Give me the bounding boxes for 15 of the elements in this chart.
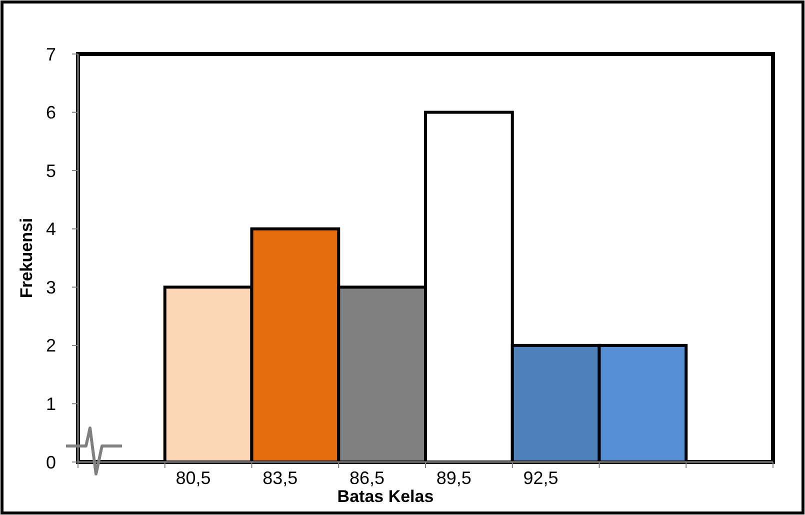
y-tick-label: 7 [46,44,56,64]
x-tick-label: 80,5 [176,468,211,488]
x-axis-title: Batas Kelas [337,487,434,506]
y-tick-label: 0 [46,452,56,472]
y-tick-label: 2 [46,336,56,356]
y-tick-label: 3 [46,277,56,298]
y-tick-label: 5 [46,160,56,181]
x-tick-label: 83,5 [262,468,298,488]
y-tick-label: 6 [46,102,56,123]
x-tick-label: 92,5 [523,468,558,488]
y-tick-label: 4 [46,219,56,240]
y-axis-title: Frekuensi [17,218,36,298]
y-tick-label: 1 [46,394,56,414]
x-tick-label: 89,5 [436,468,472,488]
x-tick-label: 86,5 [350,468,385,488]
